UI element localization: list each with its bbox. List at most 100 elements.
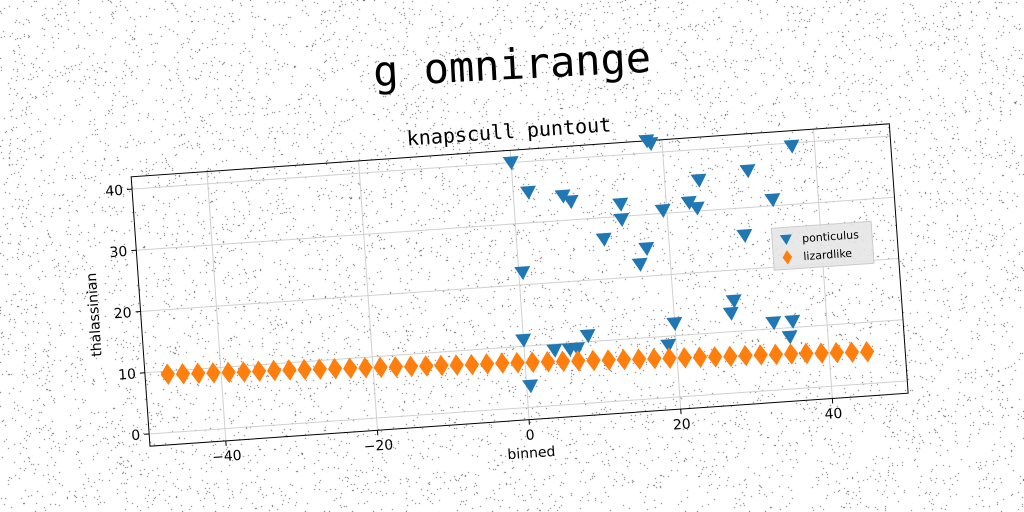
data-marks xyxy=(160,134,875,394)
ponticulus-point xyxy=(631,257,648,272)
ponticulus-point xyxy=(514,265,531,281)
lizardlike-point xyxy=(373,356,388,379)
lizardlike-point xyxy=(175,362,191,385)
lizardlike-point xyxy=(191,362,206,385)
lizardlike-point xyxy=(799,342,814,365)
ponticulus-point xyxy=(522,379,539,394)
x-tick-label: 40 xyxy=(824,406,843,423)
lizardlike-point xyxy=(844,341,860,363)
lizardlike-point xyxy=(555,350,571,373)
lizardlike-point xyxy=(495,352,510,374)
ponticulus-point xyxy=(660,338,677,353)
ponticulus-point xyxy=(579,329,596,344)
x-axis-label: binned xyxy=(507,444,556,463)
lizardlike-point xyxy=(677,346,692,369)
lizardlike-point xyxy=(206,362,221,384)
axis-ticks: −40 −20 0 20 40 0 10 20 30 40 xyxy=(105,183,843,466)
y-tick-label: 10 xyxy=(118,366,137,383)
ponticulus-point xyxy=(690,173,707,188)
ponticulus-point xyxy=(613,212,630,228)
lizardlike-point xyxy=(388,356,404,378)
y-gridline xyxy=(136,196,895,251)
lizardlike-point xyxy=(525,351,540,373)
lizardlike-point xyxy=(267,359,282,382)
ponticulus-point xyxy=(688,201,705,216)
plot-root: knapscull puntout −40 −20 0 20 40 0 10 20 30 40 b… xyxy=(84,112,909,466)
lizardlike-point xyxy=(753,344,768,366)
x-tick-label: −20 xyxy=(363,437,394,455)
lizardlike-point xyxy=(723,345,738,368)
ponticulus-point xyxy=(680,195,697,211)
y-tick-label: 40 xyxy=(105,183,124,200)
lizardlike-point xyxy=(464,353,480,376)
x-tick-label: 0 xyxy=(525,427,535,444)
y-axis-label: thalassinian xyxy=(84,272,106,357)
ponticulus-point xyxy=(595,232,612,247)
lizardlike-point xyxy=(783,343,799,365)
ponticulus-point xyxy=(519,185,536,200)
ponticulus-point xyxy=(554,189,571,204)
ponticulus-point xyxy=(546,343,563,358)
lizardlike-point xyxy=(571,350,586,372)
lizardlike-point xyxy=(859,340,875,363)
lizardlike-point xyxy=(510,351,525,374)
ponticulus-point xyxy=(722,306,739,321)
lizardlike-point xyxy=(327,357,343,380)
legend-box xyxy=(770,220,875,271)
ponticulus-point xyxy=(502,156,519,171)
lizardlike-point xyxy=(586,349,601,372)
lizardlike-point xyxy=(479,353,495,375)
lizardlike-point xyxy=(631,348,647,370)
ponticulus-point xyxy=(666,316,683,331)
y-gridline xyxy=(149,380,908,435)
ponticulus-legend-marker xyxy=(779,234,792,245)
lizardlike-legend-label: lizardlike xyxy=(803,247,853,263)
ponticulus-point xyxy=(654,203,671,218)
ponticulus-point xyxy=(739,164,756,179)
ponticulus-point xyxy=(642,137,659,152)
lizardlike-legend-marker xyxy=(782,250,793,265)
lizardlike-point xyxy=(738,344,753,367)
legend: ponticulus lizardlike xyxy=(770,220,875,271)
lizardlike-point xyxy=(449,354,464,376)
lizardlike-point xyxy=(282,359,297,381)
lizardlike-point xyxy=(221,361,236,384)
y-tick-label: 30 xyxy=(109,244,128,261)
y-gridline xyxy=(140,258,899,313)
lizardlike-point xyxy=(160,363,175,385)
ponticulus-point xyxy=(783,139,800,154)
lizardlike-point xyxy=(829,341,844,364)
ponticulus-point xyxy=(765,316,782,331)
ponticulus-point xyxy=(638,241,655,257)
lizardlike-point xyxy=(540,351,556,373)
lizardlike-point xyxy=(297,358,312,381)
lizardlike-point xyxy=(343,357,358,379)
lizardlike-point xyxy=(692,346,708,369)
lizardlike-point xyxy=(814,342,829,364)
ponticulus-legend-label: ponticulus xyxy=(802,228,860,245)
lizardlike-point xyxy=(358,356,373,379)
x-tick-label: −40 xyxy=(212,448,243,466)
lizardlike-point xyxy=(312,358,328,380)
ponticulus-point xyxy=(725,294,742,309)
y-tick-label: 20 xyxy=(113,305,132,322)
x-tick-label: 20 xyxy=(672,416,691,433)
lizardlike-point xyxy=(251,360,267,382)
lizardlike-point xyxy=(662,347,677,369)
lizardlike-point xyxy=(236,361,252,383)
ponticulus-point xyxy=(562,194,579,210)
lizardlike-point xyxy=(419,355,434,377)
ponticulus-point xyxy=(515,333,532,348)
lizardlike-point xyxy=(601,349,616,371)
lizardlike-point xyxy=(616,348,632,371)
lizardlike-point xyxy=(768,343,784,366)
ponticulus-point xyxy=(764,193,781,208)
chart-title: knapscull puntout xyxy=(406,112,612,150)
lizardlike-point xyxy=(707,346,723,368)
ponticulus-point xyxy=(784,314,801,329)
y-tick-label: 0 xyxy=(131,428,141,445)
lizardlike-point xyxy=(403,355,419,378)
lizardlike-point xyxy=(647,347,662,370)
ponticulus-point xyxy=(736,228,753,244)
